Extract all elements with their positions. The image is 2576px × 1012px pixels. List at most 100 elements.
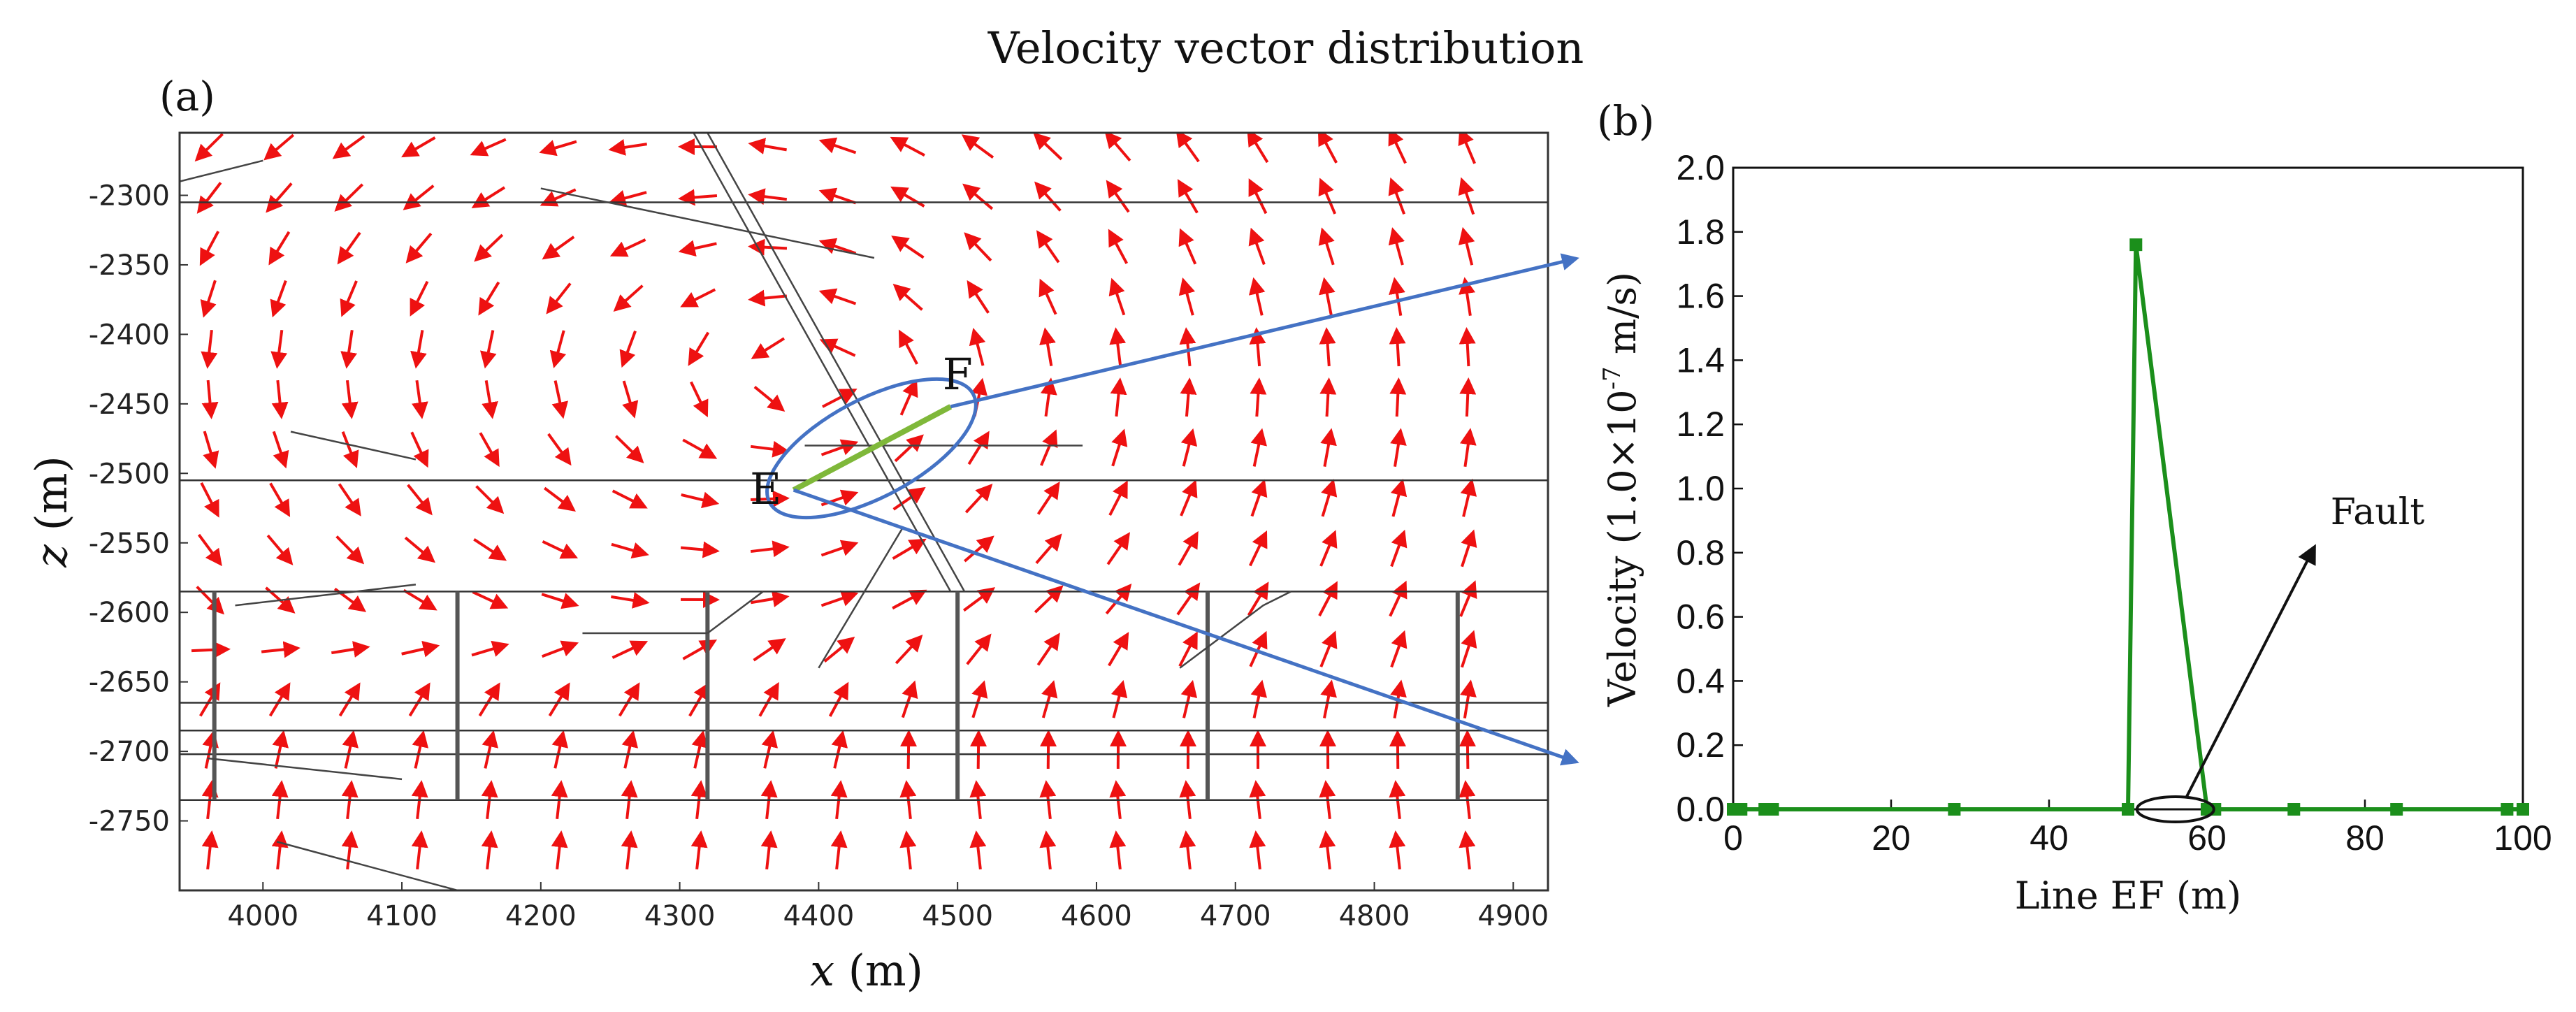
- velocity-arrow: [760, 780, 778, 820]
- velocity-arrow: [1248, 227, 1266, 266]
- velocity-arrow: [1389, 377, 1407, 417]
- velocity-arrow: [1041, 680, 1058, 718]
- data-point: [2129, 238, 2143, 252]
- zoom-arrow-bottom: [793, 488, 1579, 766]
- velocity-arrow: [1247, 133, 1269, 164]
- velocity-arrow: [408, 682, 430, 717]
- velocity-arrow: [818, 137, 857, 154]
- velocity-arrow: [898, 329, 918, 365]
- velocity-arrow: [334, 183, 364, 212]
- velocity-arrow: [823, 637, 855, 663]
- velocity-arrow: [901, 680, 918, 718]
- velocity-arrow: [820, 590, 859, 607]
- velocity-arrow: [1458, 177, 1475, 215]
- velocity-arrow: [678, 240, 717, 257]
- velocity-arrow: [1388, 177, 1406, 215]
- velocity-arrow: [969, 780, 987, 820]
- x-tick-label-a: 4600: [1061, 900, 1132, 932]
- velocity-arrow: [404, 536, 436, 563]
- velocity-arrow: [1388, 133, 1407, 164]
- x-axis-label-a: x (m): [810, 945, 923, 996]
- velocity-arrow: [614, 435, 644, 463]
- velocity-arrow: [969, 327, 986, 366]
- velocity-arrow: [618, 682, 640, 717]
- x-tick-label-b: 0: [1723, 818, 1743, 858]
- velocity-arrow: [341, 830, 359, 870]
- velocity-arrow: [266, 534, 294, 565]
- velocity-arrow: [1319, 780, 1336, 820]
- velocity-arrow: [1110, 377, 1127, 417]
- velocity-arrow: [1180, 428, 1198, 467]
- velocity-arrow: [611, 542, 649, 559]
- fracture: [235, 584, 417, 607]
- velocity-arrow: [758, 681, 779, 717]
- velocity-arrow: [261, 641, 301, 658]
- fault-ellipse: [2135, 795, 2215, 823]
- velocity-arrow: [1317, 133, 1338, 164]
- velocity-arrow: [1460, 679, 1477, 718]
- velocity-arrow: [1040, 377, 1057, 417]
- y-tick-label-a: -2350: [89, 250, 170, 282]
- panel-a-label: (a): [159, 73, 215, 120]
- y-tick-label-a: -2300: [89, 180, 170, 212]
- velocity-arrow: [1180, 377, 1197, 417]
- y-tick-label-b: 0.2: [1676, 725, 1725, 765]
- velocity-arrow: [331, 641, 370, 658]
- velocity-arrow: [831, 730, 848, 769]
- velocity-arrow: [544, 486, 576, 512]
- velocity-arrow: [1247, 581, 1269, 616]
- fracture: [207, 757, 403, 781]
- velocity-arrow: [892, 486, 926, 511]
- y-tick-label-b: 1.6: [1676, 277, 1725, 316]
- velocity-arrow: [201, 830, 219, 870]
- velocity-arrow: [1318, 581, 1338, 616]
- velocity-arrow: [200, 280, 217, 318]
- velocity-arrow: [1249, 327, 1266, 367]
- velocity-arrow: [1035, 533, 1062, 564]
- velocity-arrow: [890, 186, 925, 208]
- velocity-arrow: [622, 380, 639, 419]
- velocity-arrow: [1039, 278, 1057, 315]
- y-tick-label-b: 1.2: [1676, 405, 1725, 444]
- velocity-arrow: [473, 538, 507, 561]
- fracture: [540, 187, 875, 259]
- velocity-arrow: [1108, 480, 1128, 516]
- x-tick-label-a: 4200: [505, 900, 577, 932]
- data-point: [1766, 803, 1779, 816]
- velocity-arrow: [1250, 428, 1267, 467]
- velocity-arrow: [691, 730, 709, 769]
- velocity-arrow: [410, 280, 429, 317]
- velocity-arrow: [1318, 178, 1337, 215]
- velocity-arrow: [403, 588, 437, 611]
- velocity-arrow: [272, 431, 289, 469]
- x-tick-label-a: 4100: [366, 900, 437, 932]
- velocity-arrow: [272, 730, 289, 769]
- velocity-arrow: [820, 540, 859, 557]
- velocity-arrow: [1179, 780, 1196, 820]
- velocity-arrow: [202, 730, 219, 769]
- velocity-arrow: [1319, 530, 1338, 567]
- y-tick-label-b: 2.0: [1676, 148, 1725, 187]
- velocity-arrow: [690, 780, 708, 820]
- point-e-label: E: [750, 463, 781, 514]
- velocity-arrow: [1389, 780, 1406, 820]
- velocity-arrow: [1034, 181, 1062, 212]
- velocity-arrow: [1390, 478, 1408, 517]
- velocity-arrow: [551, 830, 568, 870]
- x-tick-label-a: 4300: [644, 900, 716, 932]
- velocity-arrow: [621, 830, 638, 870]
- velocity-arrow: [1458, 133, 1476, 164]
- velocity-arrow: [203, 431, 219, 469]
- velocity-arrow: [621, 730, 639, 769]
- velocity-arrow: [201, 380, 219, 419]
- velocity-arrow: [1459, 327, 1476, 367]
- y-axis-label-b: Velocity (1.0×10-7 m/s): [1598, 272, 1644, 707]
- velocity-arrow: [1104, 133, 1131, 162]
- velocity-arrow: [1319, 327, 1336, 367]
- fracture: [180, 159, 263, 182]
- velocity-arrow: [890, 136, 925, 157]
- velocity-arrow: [1177, 179, 1199, 214]
- velocity-arrow: [475, 485, 505, 514]
- line-ef: [792, 404, 953, 493]
- velocity-arrow: [1321, 479, 1338, 517]
